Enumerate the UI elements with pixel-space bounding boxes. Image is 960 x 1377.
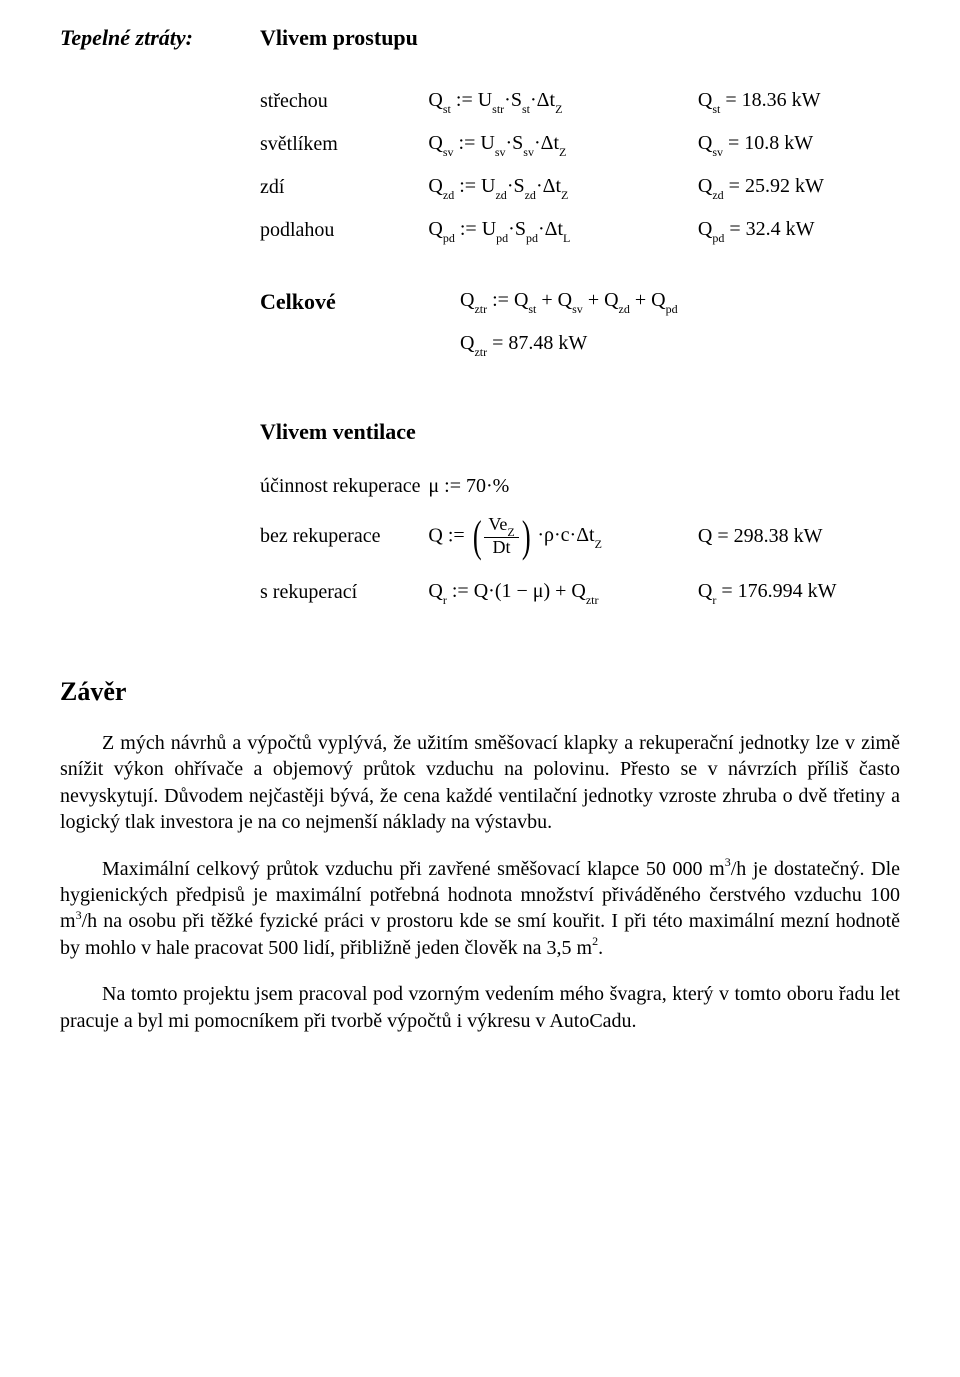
total-result: Qztr = 87.48 kW	[460, 331, 587, 358]
prostup-row: zdíQzd := Uzd·Szd·ΔtZQzd = 25.92 kW	[60, 174, 900, 201]
ventilace-heading-row: Vlivem ventilace	[60, 418, 900, 446]
prostup-row-label: podlahou	[260, 218, 428, 243]
zaver-p1: Z mých návrhů a výpočtů vyplývá, že užit…	[60, 730, 900, 836]
total-formula: Qztr := Qst + Qsv + Qzd + Qpd	[460, 288, 780, 315]
ventilace-rows: účinnost rekuperaceμ := 70·%bez rekupera…	[60, 474, 900, 606]
header-left: Tepelné ztráty:	[60, 24, 260, 52]
ventilace-row-formula: Qr := Q·(1 − μ) + Qztr	[428, 579, 697, 606]
total-result-row: Qztr = 87.48 kW	[60, 331, 900, 358]
prostup-row-result: Qst = 18.36 kW	[698, 88, 900, 115]
prostup-row: podlahouQpd := Upd·Spd·ΔtLQpd = 32.4 kW	[60, 217, 900, 244]
prostup-row: střechouQst := Ustr·Sst·ΔtZQst = 18.36 k…	[60, 88, 900, 115]
document-page: Tepelné ztráty: Vlivem prostupu střechou…	[0, 0, 960, 1377]
zaver-p3: Na tomto projektu jsem pracoval pod vzor…	[60, 981, 900, 1034]
prostup-row-formula: Qpd := Upd·Spd·ΔtL	[428, 217, 697, 244]
ventilace-row-result: Q = 298.38 kW	[698, 524, 900, 549]
section-header: Tepelné ztráty: Vlivem prostupu	[60, 24, 900, 52]
prostup-row-label: světlíkem	[260, 132, 428, 157]
prostup-row-label: zdí	[260, 175, 428, 200]
total-row: Celkové Qztr := Qst + Qsv + Qzd + Qpd	[60, 288, 900, 316]
prostup-row-formula: Qzd := Uzd·Szd·ΔtZ	[428, 174, 697, 201]
ventilace-row-formula: μ := 70·%	[428, 474, 697, 499]
total-label: Celkové	[260, 288, 460, 316]
prostup-row-result: Qpd = 32.4 kW	[698, 217, 900, 244]
ventilace-row: bez rekuperaceQ := (VeZDt)·ρ·c·ΔtZQ = 29…	[60, 515, 900, 559]
ventilace-row-label: s rekuperací	[260, 580, 428, 605]
ventilace-row-label: bez rekuperace	[260, 524, 428, 549]
header-right: Vlivem prostupu	[260, 24, 418, 52]
ventilace-row: účinnost rekuperaceμ := 70·%	[60, 474, 900, 499]
prostup-row-formula: Qsv := Usv·Ssv·ΔtZ	[428, 131, 697, 158]
ventilace-row-formula: Q := (VeZDt)·ρ·c·ΔtZ	[428, 515, 697, 559]
prostup-row: světlíkemQsv := Usv·Ssv·ΔtZQsv = 10.8 kW	[60, 131, 900, 158]
zaver-heading: Závěr	[60, 676, 900, 709]
prostup-row-result: Qsv = 10.8 kW	[698, 131, 900, 158]
prostup-row-result: Qzd = 25.92 kW	[698, 174, 900, 201]
ventilace-heading: Vlivem ventilace	[260, 418, 416, 446]
prostup-row-label: střechou	[260, 89, 428, 114]
zaver-p2: Maximální celkový průtok vzduchu při zav…	[60, 856, 900, 962]
prostup-rows: střechouQst := Ustr·Sst·ΔtZQst = 18.36 k…	[60, 88, 900, 244]
prostup-row-formula: Qst := Ustr·Sst·ΔtZ	[428, 88, 697, 115]
ventilace-row-label: účinnost rekuperace	[260, 474, 428, 499]
ventilace-row: s rekuperacíQr := Q·(1 − μ) + QztrQr = 1…	[60, 579, 900, 606]
ventilace-row-result: Qr = 176.994 kW	[698, 579, 900, 606]
